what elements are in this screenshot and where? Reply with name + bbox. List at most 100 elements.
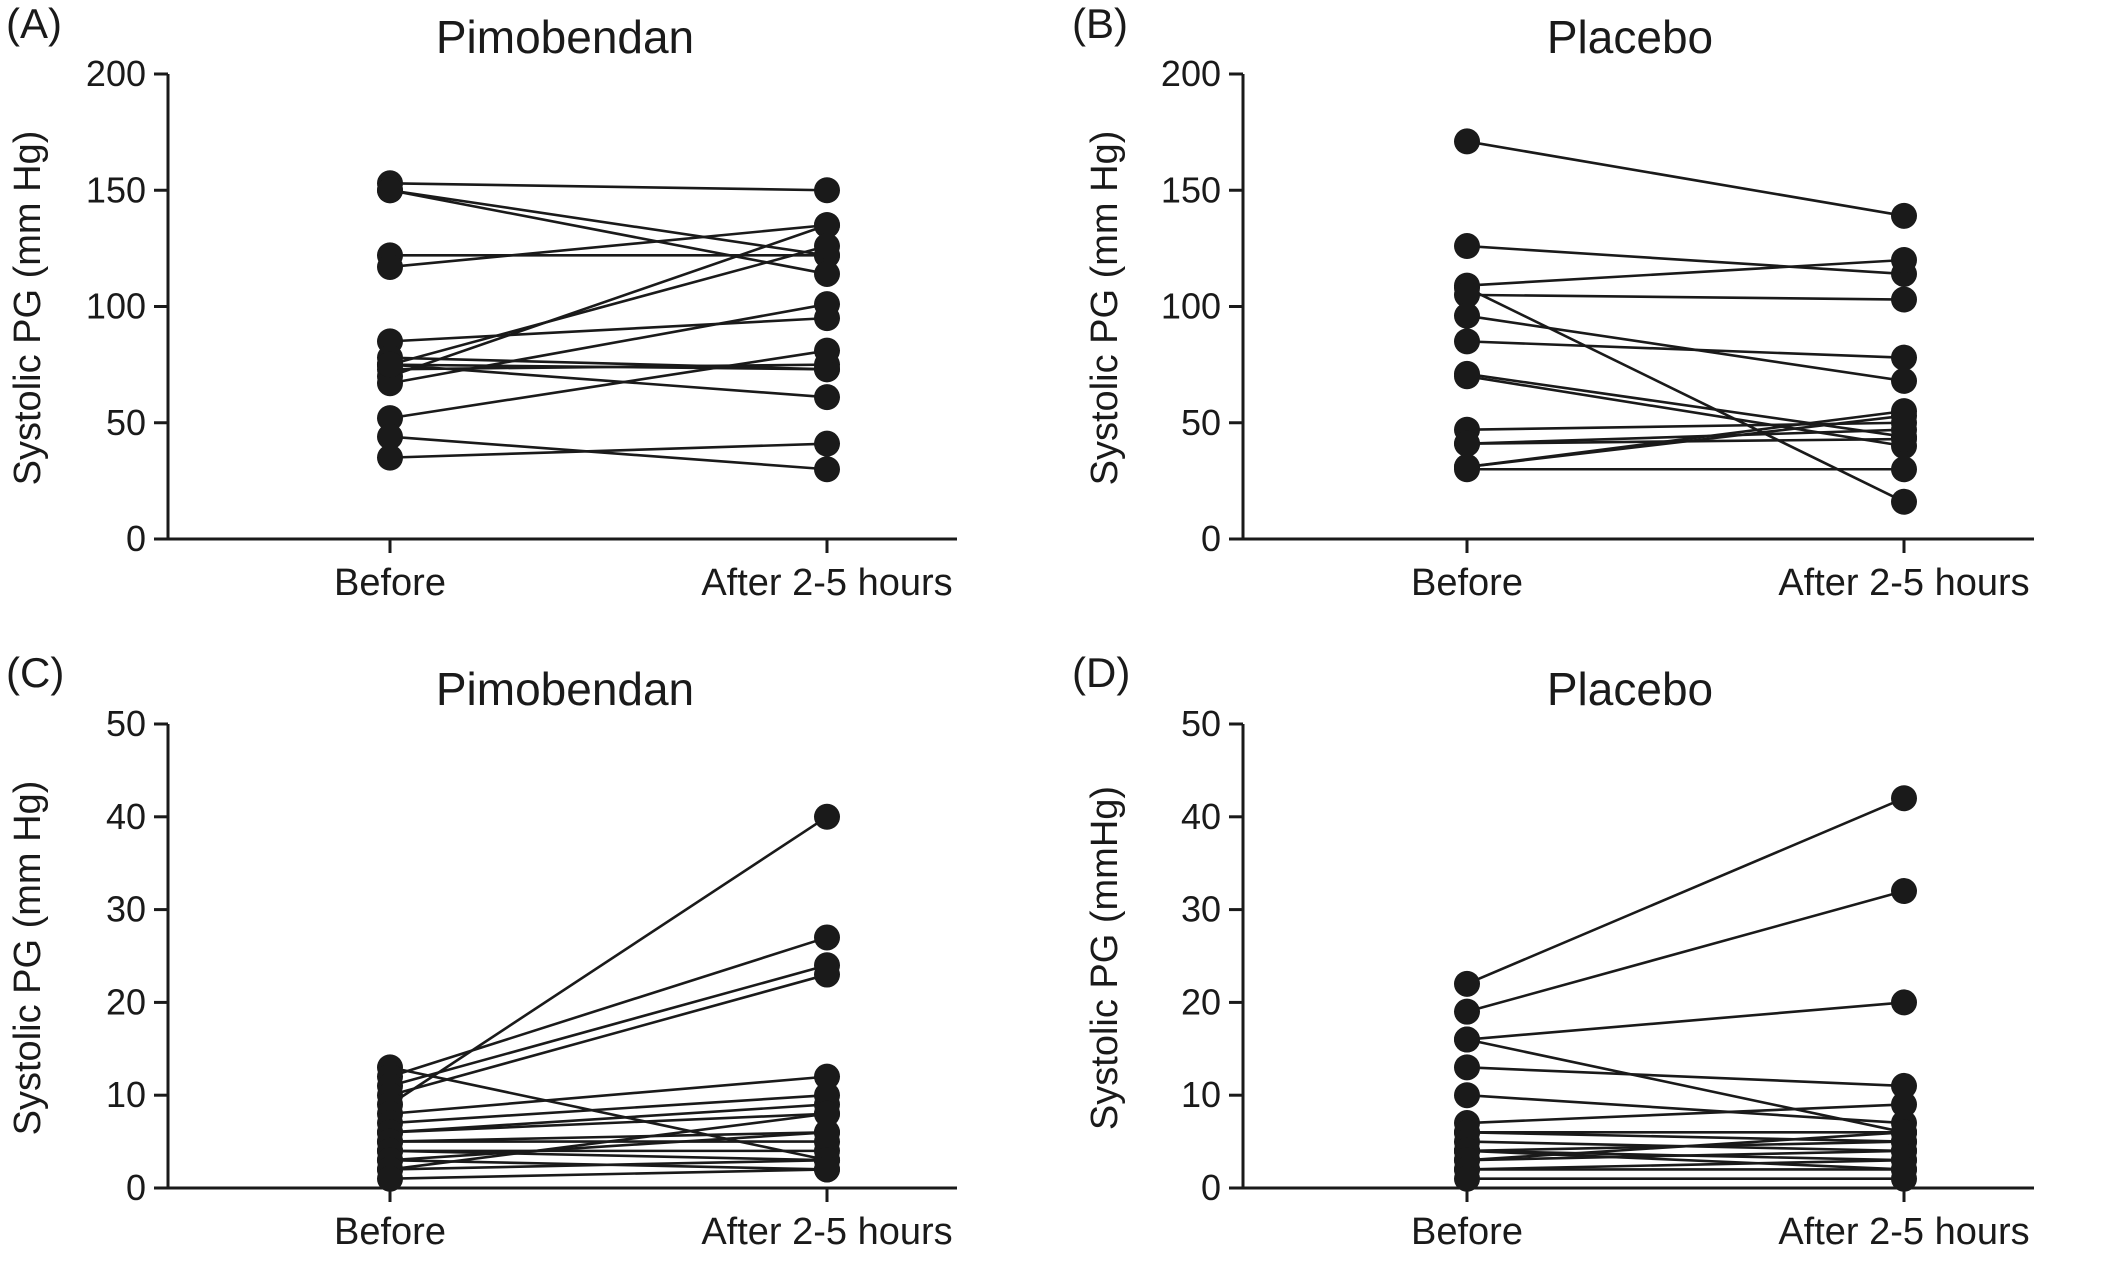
data-point-before: [1454, 1026, 1480, 1053]
y-tick-label: 50: [106, 402, 146, 443]
data-point-before: [377, 405, 403, 432]
pair-line: [1466, 1103, 1905, 1125]
y-tick-label: 0: [126, 1167, 146, 1208]
panel-c: (C) Pimobendan Systolic PG (mm Hg) 0 10 20…: [6, 649, 957, 1253]
data-point-after: [1891, 488, 1917, 515]
data-point-after: [814, 430, 840, 457]
y-tick-label: 10: [1181, 1074, 1221, 1115]
data-point-before: [1454, 233, 1480, 260]
panel-letter-b: (B): [1072, 0, 1128, 47]
data-point-after: [814, 803, 840, 830]
data-point-after: [814, 291, 840, 318]
pair-line: [389, 188, 828, 276]
pair-line: [389, 188, 828, 257]
data-point-after: [1891, 202, 1917, 229]
y-tick-label: 20: [106, 981, 146, 1022]
panel-letter-d: (D): [1072, 649, 1130, 696]
panel-b: (B) Placebo Systolic PG (mm Hg) 0 50 100 15…: [1072, 0, 2034, 604]
y-tick-label: 40: [1181, 796, 1221, 837]
x-tick-label: After 2-5 hours: [701, 562, 952, 604]
data-point-after: [814, 456, 840, 483]
data-point-before: [1454, 302, 1480, 329]
pair-line: [1466, 258, 1905, 287]
panel-title-c: Pimobendan: [436, 663, 694, 715]
pair-line: [389, 363, 828, 371]
data-point-before: [1454, 970, 1480, 997]
pair-line: [1466, 1149, 1905, 1171]
y-axis-label-d: Systolic PG (mmHg): [1084, 786, 1126, 1130]
x-tick-label: After 2-5 hours: [1778, 1211, 2029, 1253]
pair-line: [389, 316, 828, 343]
pair-line: [389, 1131, 828, 1143]
pair-line: [1466, 414, 1905, 469]
data-point-after: [1891, 1072, 1917, 1099]
data-point-after: [814, 212, 840, 239]
y-tick-label: 50: [106, 703, 146, 744]
panel-letter-c: (C): [6, 649, 64, 696]
pair-line: [1466, 1066, 1905, 1088]
pair-line: [389, 1158, 828, 1171]
data-point-after: [814, 260, 840, 287]
pair-line: [389, 1168, 828, 1181]
data-point-after: [814, 1100, 840, 1127]
data-point-before: [377, 253, 403, 280]
pair-line: [389, 936, 828, 1078]
data-point-before: [377, 351, 403, 378]
data-point-before: [377, 423, 403, 450]
data-point-before: [1454, 1054, 1480, 1081]
pair-line: [1466, 1149, 1905, 1162]
pair-line: [1466, 797, 1905, 986]
y-tick-label: 200: [1161, 53, 1221, 94]
pair-line: [1466, 889, 1905, 1013]
y-tick-label: 40: [106, 796, 146, 837]
y-tick-label: 0: [1201, 1167, 1221, 1208]
panel-title-b: Placebo: [1547, 11, 1713, 63]
pair-line: [389, 244, 828, 366]
data-point-before: [377, 444, 403, 471]
y-tick-label: 10: [106, 1074, 146, 1115]
pair-line: [389, 964, 828, 1088]
pair-line: [389, 223, 828, 269]
y-tick-label: 200: [86, 53, 146, 94]
data-point-after: [1891, 878, 1917, 905]
panel-a: (A) Pimobendan Systolic PG (mm Hg) 0 50 10…: [6, 0, 957, 604]
pair-line: [389, 815, 828, 1106]
y-tick-label: 100: [86, 286, 146, 327]
pair-line: [1466, 340, 1905, 359]
data-point-before: [1454, 453, 1480, 480]
pair-line: [1466, 1131, 1905, 1162]
data-point-before: [1454, 1082, 1480, 1109]
pair-line: [389, 349, 828, 420]
data-point-before: [377, 370, 403, 397]
x-tick-label: Before: [1411, 562, 1523, 604]
pair-line: [389, 181, 828, 192]
data-point-after: [814, 1119, 840, 1146]
pair-line: [1466, 1093, 1905, 1125]
data-point-after: [1891, 785, 1917, 812]
data-point-after: [1891, 1119, 1917, 1146]
pair-line: [1466, 1131, 1905, 1143]
pair-line: [1466, 428, 1905, 445]
pair-line: [1466, 1158, 1905, 1171]
data-point-after: [814, 384, 840, 411]
data-point-before: [1454, 328, 1480, 355]
pair-line: [389, 1112, 828, 1134]
pair-line: [1466, 244, 1905, 276]
data-point-before: [1454, 430, 1480, 457]
y-tick-label: 30: [1181, 889, 1221, 930]
pair-line: [1466, 1038, 1905, 1134]
data-point-after: [814, 1156, 840, 1183]
y-axis-label-c: Systolic PG (mm Hg): [7, 781, 49, 1136]
data-point-before: [377, 1165, 403, 1192]
y-tick-label: 50: [1181, 402, 1221, 443]
data-point-after: [1891, 367, 1917, 394]
data-point-after: [1891, 456, 1917, 483]
x-tick-label: Before: [334, 562, 446, 604]
y-tick-label: 100: [1161, 286, 1221, 327]
pair-line: [1466, 372, 1905, 438]
panel-title-d: Placebo: [1547, 663, 1713, 715]
y-tick-label: 30: [106, 889, 146, 930]
x-tick-label: Before: [334, 1211, 446, 1253]
pair-line: [389, 1149, 828, 1162]
